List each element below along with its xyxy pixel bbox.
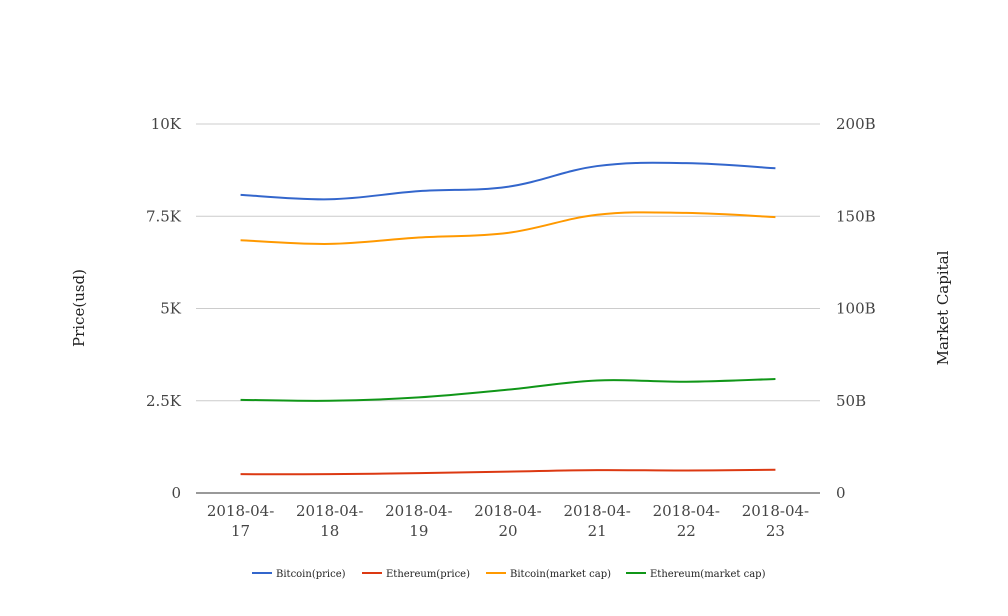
- series-line-bitcoin-market-cap: [240, 211, 776, 245]
- x-tick-label: 2018-04-17: [207, 502, 274, 540]
- left-tick-label: 10K: [151, 115, 182, 133]
- legend-item-bitcoin-market-cap: Bitcoin(market cap): [486, 569, 611, 580]
- right-tick-label: 50B: [836, 392, 866, 410]
- left-tick-label: 7.5K: [146, 207, 182, 225]
- left-tick-label: 2.5K: [146, 392, 182, 410]
- x-tick-label: 2018-04-21: [563, 502, 630, 540]
- x-tick-label: 2018-04-23: [742, 502, 809, 540]
- right-tick-label: 200B: [836, 115, 876, 133]
- gridlines: [196, 123, 820, 402]
- x-tick-label: 2018-04-20: [474, 502, 541, 540]
- right-axis-title: Market Capital: [934, 250, 952, 365]
- legend-item-ethereum-price: Ethereum(price): [362, 569, 470, 580]
- legend-item-ethereum-market-cap: Ethereum(market cap): [626, 569, 766, 580]
- x-tick-label: 2018-04-19: [385, 502, 452, 540]
- right-axis-ticks: 0 50B 100B 150B 200B: [836, 115, 876, 502]
- right-tick-label: 0: [836, 484, 846, 502]
- left-tick-label: 0: [171, 484, 181, 502]
- left-axis-ticks: 0 2.5K 5K 7.5K 10K: [146, 115, 182, 502]
- series-line-bitcoin-price: [240, 161, 776, 201]
- series-line-ethereum-market-cap: [240, 377, 776, 402]
- x-tick-label: 2018-04-18: [296, 502, 363, 540]
- series-lines: [240, 161, 776, 476]
- legend-item-bitcoin-price: Bitcoin(price): [252, 569, 346, 580]
- legend-label: Bitcoin(price): [276, 569, 346, 580]
- legend-label: Ethereum(market cap): [650, 569, 766, 580]
- left-axis-title: Price(usd): [70, 269, 88, 347]
- series-line-ethereum-price: [240, 468, 776, 476]
- right-tick-label: 100B: [836, 300, 876, 318]
- left-tick-label: 5K: [160, 300, 182, 318]
- x-tick-label: 2018-04-22: [653, 502, 720, 540]
- right-tick-label: 150B: [836, 207, 876, 225]
- legend: Bitcoin(price) Ethereum(price) Bitcoin(mar…: [252, 569, 766, 580]
- legend-label: Bitcoin(market cap): [510, 569, 611, 580]
- legend-label: Ethereum(price): [386, 569, 470, 580]
- x-axis-ticks: 2018-04-17 2018-04-18 2018-04-19 2018-04-20…: [207, 502, 809, 540]
